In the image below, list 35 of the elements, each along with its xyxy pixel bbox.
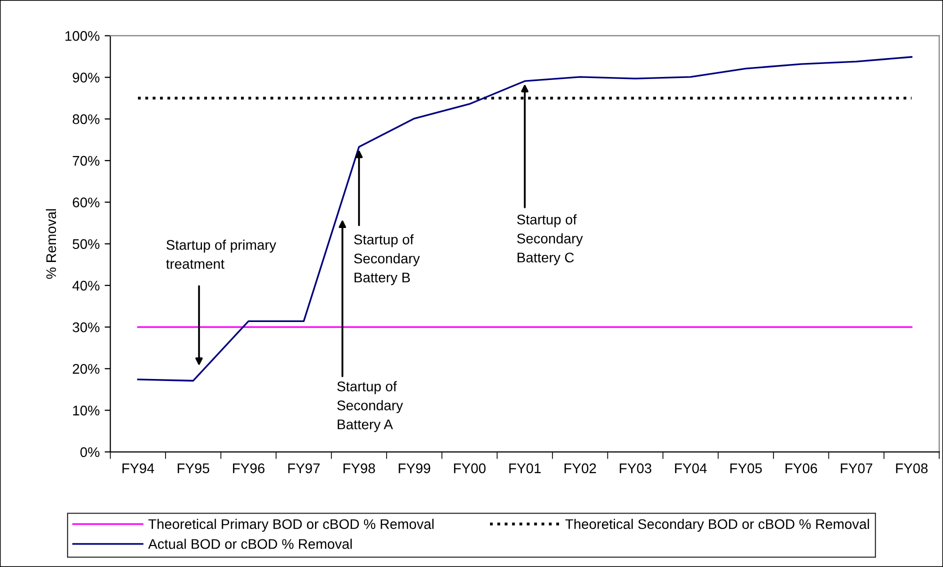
x-tick-label: FY07 (840, 463, 872, 474)
x-tick-label: FY06 (786, 463, 818, 474)
annotation: Startup of Secondary Battery A (337, 381, 403, 432)
y-tick-label: 80% (72, 114, 100, 124)
x-tick-label: FY98 (344, 463, 375, 474)
legend-label: Actual BOD or cBOD % Removal (148, 538, 352, 549)
annotation: Startup of Secondary Battery B (354, 234, 420, 286)
y-tick-label: 10% (73, 406, 100, 416)
x-tick-label: FY08 (896, 463, 928, 474)
x-tick-label: FY95 (178, 463, 210, 474)
x-tick-label: FY05 (730, 463, 762, 474)
y-tick-label: 70% (72, 156, 100, 166)
y-tick-label: 50% (72, 239, 100, 249)
y-tick-label: 90% (72, 72, 100, 83)
x-tick-label: FY02 (564, 463, 596, 474)
y-tick-label: 20% (72, 364, 100, 374)
x-tick-label: FY00 (454, 463, 486, 474)
x-tick-label: FY94 (122, 463, 154, 474)
x-tick-label: FY97 (288, 463, 320, 474)
line-series (137, 56, 912, 382)
annotation: Startup of primary treatment (166, 240, 276, 269)
x-tick-label: FY01 (509, 463, 541, 474)
annotation: Startup of Secondary Battery C (517, 214, 583, 266)
legend-label: Theoretical Secondary BOD or cBOD % Removal (565, 518, 869, 532)
legend-label: Theoretical Primary BOD or cBOD % Removal (148, 518, 434, 532)
x-tick-label: FY04 (675, 463, 707, 474)
x-tick-label: FY96 (233, 463, 264, 474)
y-tick-label: 40% (72, 280, 100, 291)
y-tick-label: 30% (72, 322, 100, 332)
y-axis-title: % Removal (46, 209, 56, 279)
x-tick-label: FY03 (620, 463, 652, 474)
x-tick-label: FY99 (398, 463, 430, 474)
y-tick-label: 100% (65, 31, 100, 41)
y-tick-label: 60% (72, 198, 100, 208)
y-tick-label: 0% (80, 447, 100, 458)
